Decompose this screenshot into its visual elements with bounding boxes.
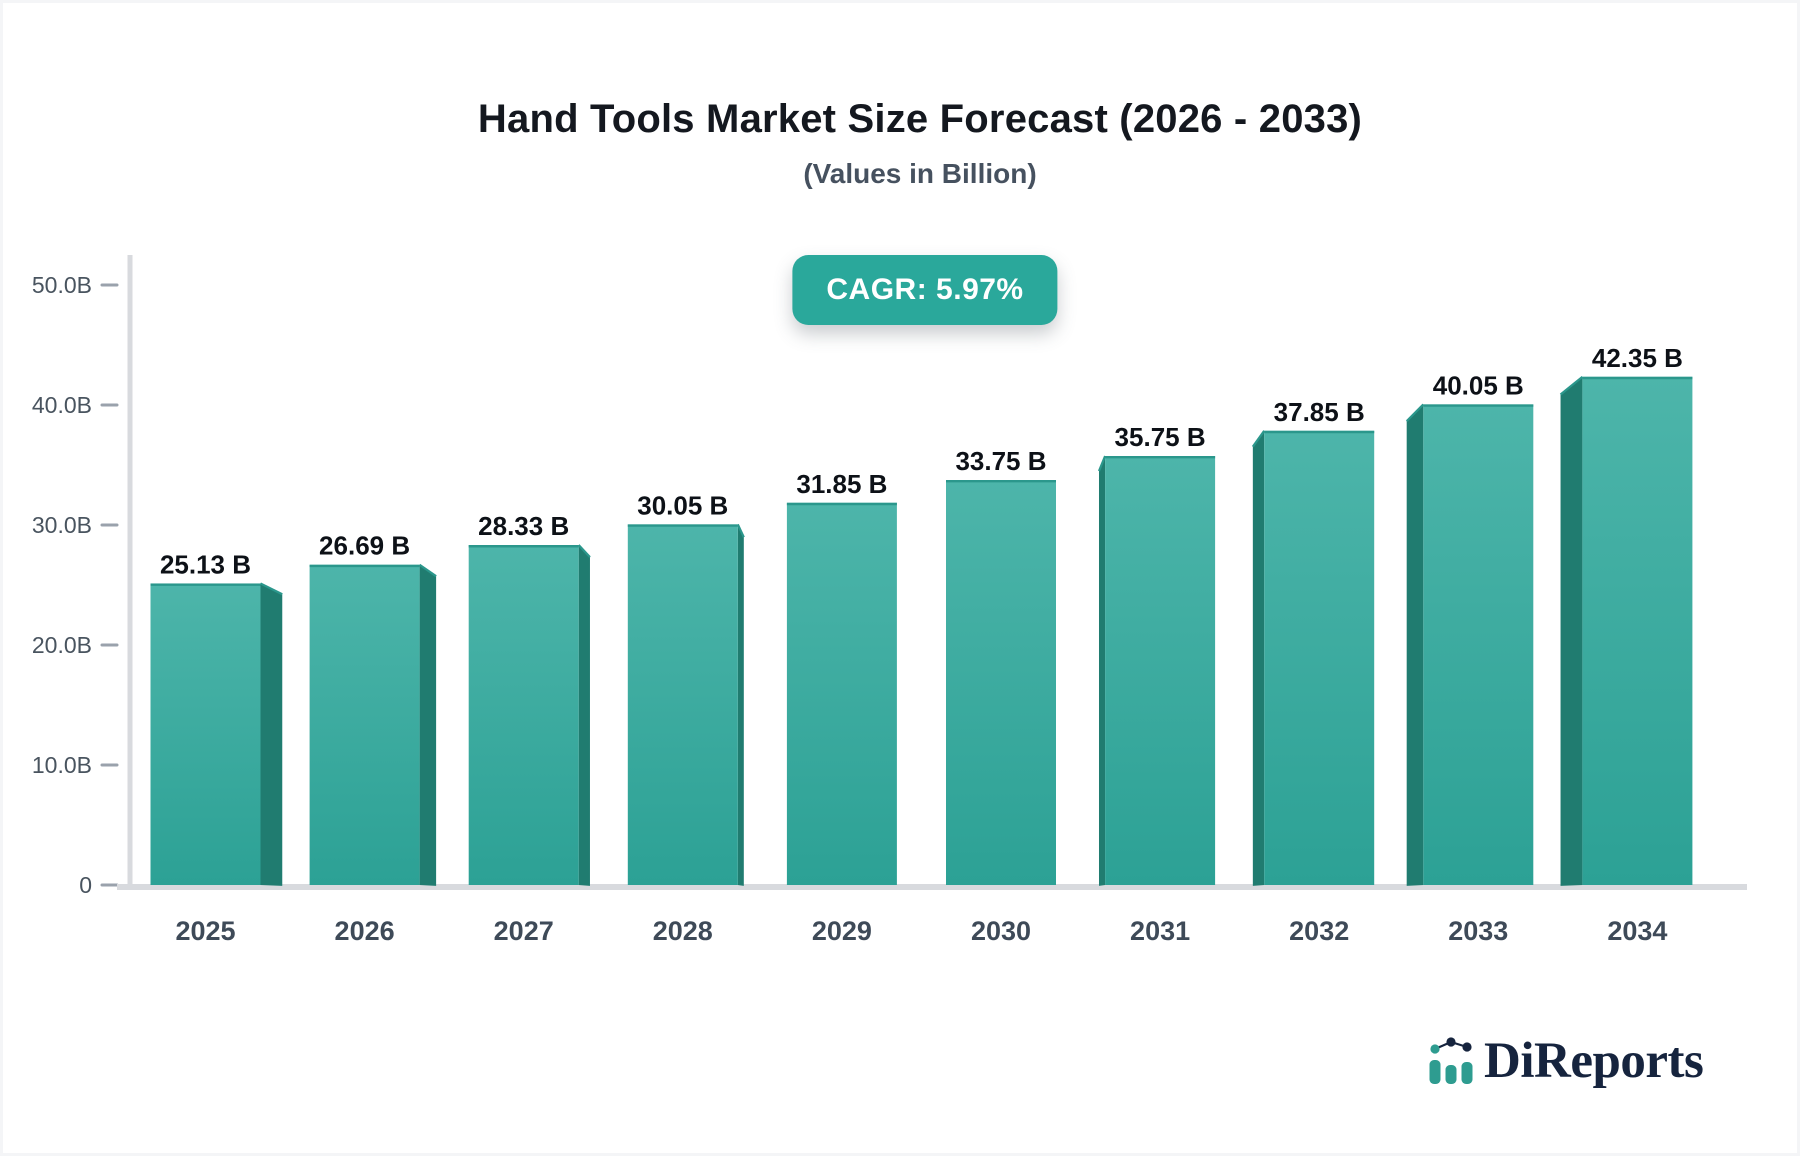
x-axis-label: 2034: [1607, 916, 1667, 946]
y-axis-label: 40.0B: [32, 392, 92, 418]
bar-2033: [1405, 403, 1534, 886]
bar-value-label: 25.13 B: [160, 549, 251, 579]
bar-chart-plot: 0 10.0B 20.0B 30.0B 40.0B 50.0B 25.13 B 2025 26.…: [32, 255, 1747, 946]
cagr-badge-label: CAGR: 5.97%: [826, 273, 1024, 306]
bar-side-face: [1098, 456, 1106, 886]
y-axis-label: 50.0B: [32, 272, 92, 298]
logo-dot-right: [1462, 1042, 1472, 1052]
x-axis-label: 2025: [175, 916, 235, 946]
x-axis-label: 2032: [1289, 916, 1349, 946]
bar-side-face: [1252, 430, 1265, 886]
bar-value-label: 31.85 B: [796, 469, 887, 499]
bar-front-face: [627, 524, 738, 885]
bar-side-face: [1560, 376, 1583, 886]
bar-2030: [946, 480, 1056, 885]
x-axis-label: 2028: [653, 916, 713, 946]
bar-front-face: [1582, 376, 1693, 885]
bar-value-label: 26.69 B: [319, 531, 410, 561]
bar-side-face: [260, 583, 283, 886]
bar-value-label: 30.05 B: [637, 490, 728, 520]
bar-value-label: 37.85 B: [1274, 397, 1365, 427]
cagr-badge: CAGR: 5.97%: [792, 255, 1058, 325]
logo-dot-middle: [1446, 1037, 1456, 1047]
bar-value-label: 40.05 B: [1433, 370, 1524, 400]
bar-value-label: 33.75 B: [955, 446, 1046, 476]
bar-front-face: [309, 564, 420, 885]
y-axis-label: 30.0B: [32, 512, 92, 538]
logo-bar: [1429, 1060, 1441, 1084]
bar-side-top-edge: [1251, 430, 1266, 448]
bar-front-face: [150, 583, 261, 885]
bar-front-face: [468, 545, 579, 885]
bar-side-top-edge: [418, 563, 437, 578]
bar-value-label: 35.75 B: [1115, 422, 1206, 452]
x-axis-label: 2033: [1448, 916, 1508, 946]
bar-2025: [150, 582, 283, 886]
bar-side-top-edge: [1559, 375, 1584, 396]
bar-front-face: [1423, 404, 1534, 885]
bar-side-top-edge: [577, 544, 591, 558]
bar-2026: [309, 563, 437, 886]
bar-2032: [1251, 430, 1375, 886]
logo-dot-left: [1430, 1044, 1440, 1054]
x-axis-label: 2027: [494, 916, 554, 946]
y-axis-label: 0: [79, 872, 92, 898]
x-axis-label: 2029: [812, 916, 872, 946]
bar-side-face: [419, 564, 437, 886]
bar-front-face: [1264, 430, 1375, 885]
bar-value-label: 42.35 B: [1592, 343, 1683, 373]
bar-2031: [1097, 455, 1216, 886]
brand-logo-text: DiReports: [1484, 1033, 1704, 1089]
bar-side-face: [1406, 404, 1424, 886]
bar-side-top-edge: [1097, 455, 1107, 472]
y-axis-label: 10.0B: [32, 752, 92, 778]
bar-2034: [1559, 375, 1693, 886]
bar-side-top-edge: [260, 582, 283, 596]
bar-side-top-edge: [736, 523, 745, 538]
chart-subtitle: (Values in Billion): [803, 158, 1037, 189]
x-axis-label: 2031: [1130, 916, 1190, 946]
bar-value-label: 28.33 B: [478, 511, 569, 541]
bar-front-face: [786, 502, 897, 885]
logo-bar: [1445, 1065, 1457, 1084]
x-axis-label: 2030: [971, 916, 1031, 946]
bar-2027: [468, 544, 591, 886]
bar-front-face: [1105, 456, 1216, 885]
chart-title: Hand Tools Market Size Forecast (2026 - …: [477, 97, 1363, 141]
brand-logo-icon: [1429, 1037, 1473, 1084]
logo-bar: [1461, 1062, 1473, 1084]
bar-side-top-edge: [1405, 403, 1425, 422]
bar-2028: [627, 523, 745, 886]
brand-logo: DiReports: [1428, 1033, 1704, 1089]
bar-front-face: [946, 480, 1056, 885]
y-axis-label: 20.0B: [32, 632, 92, 658]
x-axis-label: 2026: [335, 916, 395, 946]
bar-2029: [786, 502, 897, 885]
bar-side-face: [737, 524, 744, 886]
bar-side-face: [578, 545, 590, 886]
